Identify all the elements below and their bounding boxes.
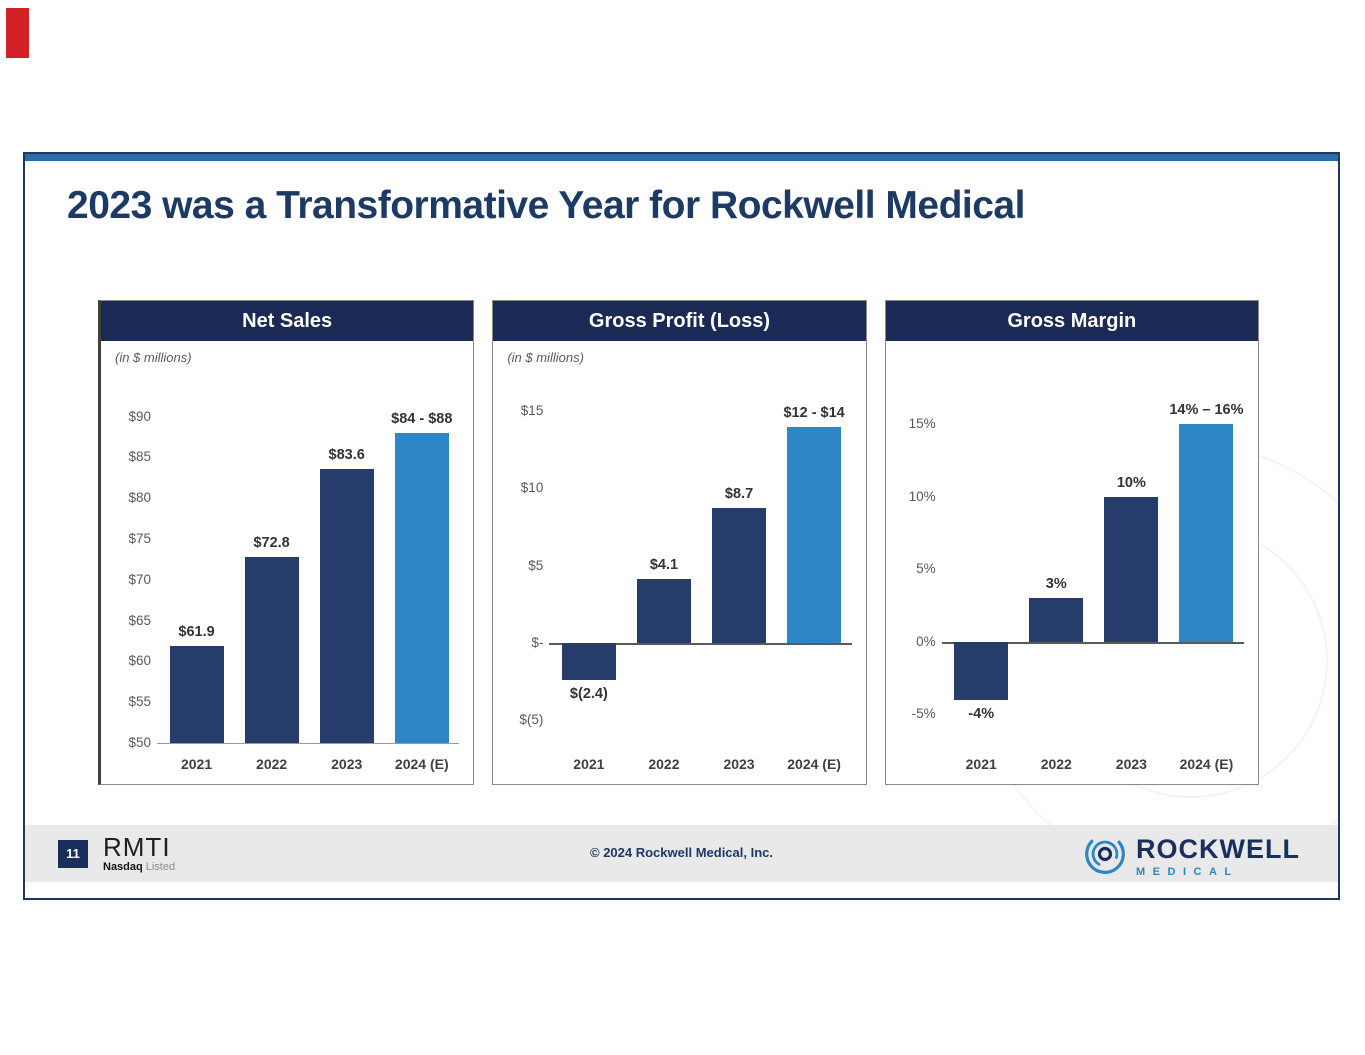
bar-value-label: 3%: [1045, 576, 1067, 593]
slide: 2023 was a Transformative Year for Rockw…: [23, 152, 1340, 900]
y-axis-tick-label: $15: [520, 403, 544, 419]
bar-value-label: $84 - $88: [391, 410, 453, 427]
x-axis-category-label: 2024 (E): [787, 756, 841, 772]
x-axis-category-label: 2023: [723, 756, 755, 772]
x-axis-category-label: 2022: [1040, 756, 1072, 772]
bar-value-label: -4%: [968, 705, 995, 722]
net-sales-plot: $50 $55 $60 $65 $70 $75 $80 $85 $90 $61.9 2021 $72.…: [128, 388, 460, 772]
copyright-text: © 2024 Rockwell Medical, Inc.: [590, 845, 773, 860]
page-number-badge: 11: [58, 839, 88, 868]
axis-line: [549, 642, 852, 645]
bar-2024 (E): [787, 426, 842, 643]
gross-margin-chart-subtitle: [886, 341, 1258, 372]
y-axis-tick-label: -5%: [911, 706, 936, 722]
bar-2023: [712, 508, 767, 643]
bar-value-label: 14% – 16%: [1169, 402, 1244, 419]
chart-panel-net-sales: Net Sales (in $ millions) $50 $55 $60 $65 $7…: [98, 300, 475, 785]
y-axis-tick-label: $5: [528, 557, 544, 573]
slide-footer: 11 RMTI Nasdaq Listed © 2024 Rockwell Med…: [25, 825, 1338, 882]
listed-label: Listed: [145, 861, 176, 873]
slide-top-accent-bar: [25, 154, 1338, 161]
y-axis-tick-label: $55: [128, 694, 151, 710]
y-axis-tick-label: $50: [128, 735, 151, 750]
bar-2023: [319, 468, 374, 743]
axis-line: [157, 743, 460, 744]
y-axis-tick-label: 0%: [916, 633, 936, 649]
nasdaq-listed-mark: RMTI Nasdaq Listed: [103, 834, 175, 873]
axis-line: [941, 641, 1244, 644]
net-sales-chart-title: Net Sales: [101, 301, 474, 341]
footer-left-group: 11 RMTI Nasdaq Listed: [58, 825, 175, 882]
bar-value-label: $(2.4): [569, 685, 608, 702]
bar-value-label: $8.7: [724, 486, 754, 503]
x-axis-category-label: 2023: [1115, 756, 1147, 772]
gross-margin-plot: -5% 0% 5% 10% 15% -4% 2021 3% 2022 10% 2023 14% – 1…: [909, 388, 1244, 772]
y-axis-tick-label: $60: [128, 653, 151, 669]
rockwell-medical-logo: ROCKWELL MEDICAL: [1083, 832, 1300, 881]
y-axis-tick-label: $(5): [519, 711, 544, 727]
bar-2021: [169, 645, 224, 743]
y-axis-tick-label: 15%: [908, 416, 936, 432]
red-marker: [6, 8, 29, 58]
x-axis-category-label: 2021: [965, 756, 997, 772]
bar-value-label: $83.6: [328, 446, 365, 463]
y-axis-tick-label: $65: [128, 612, 151, 628]
x-axis-category-label: 2023: [331, 756, 363, 772]
x-axis-category-label: 2022: [648, 756, 680, 772]
bar-2024 (E): [394, 432, 449, 743]
bar-value-label: $72.8: [253, 534, 290, 551]
bar-value-label: $61.9: [178, 623, 215, 640]
bar-value-label: $4.1: [649, 557, 679, 574]
x-axis-category-label: 2021: [573, 756, 605, 772]
bar-2022: [244, 556, 299, 743]
bar-2024 (E): [1179, 424, 1234, 642]
logo-wordmark: ROCKWELL: [1136, 833, 1300, 864]
charts-row: Net Sales (in $ millions) $50 $55 $60 $65 $7…: [98, 300, 1259, 785]
logo-subtext: MEDICAL: [1136, 865, 1239, 878]
bar-2023: [1104, 496, 1159, 642]
y-axis-tick-label: $90: [128, 408, 151, 424]
slide-title: 2023 was a Transformative Year for Rockw…: [67, 184, 1025, 227]
y-axis-tick-label: 10%: [908, 488, 936, 504]
x-axis-category-label: 2022: [256, 756, 288, 772]
gross-profit-chart-title: Gross Profit (Loss): [493, 301, 866, 341]
gross-profit-chart-subtitle: (in $ millions): [507, 350, 584, 365]
gross-profit-plot: $(5) $- $5 $10 $15 $(2.4) 2021 $4.1 2022 $8.7 2023…: [519, 388, 852, 772]
nasdaq-label: Nasdaq: [103, 861, 143, 873]
y-axis-tick-label: $70: [128, 571, 151, 587]
y-axis-tick-label: $10: [520, 480, 544, 496]
gross-margin-chart-title: Gross Margin: [885, 301, 1258, 341]
x-axis-category-label: 2024 (E): [1179, 756, 1234, 772]
bar-2022: [1029, 598, 1084, 642]
logo-text: ROCKWELL MEDICAL: [1136, 833, 1300, 878]
x-axis-category-label: 2021: [180, 756, 213, 772]
x-axis-category-label: 2024 (E): [394, 756, 449, 772]
y-axis-tick-label: $85: [128, 449, 151, 465]
bar-value-label: 10%: [1116, 474, 1146, 491]
bar-value-label: $12 - $14: [783, 404, 845, 421]
net-sales-chart-subtitle: (in $ millions): [115, 350, 192, 365]
bar-2022: [636, 579, 691, 643]
y-axis-tick-label: $-: [531, 634, 544, 650]
ticker-symbol: RMTI: [103, 832, 171, 862]
y-axis-tick-label: $80: [128, 490, 151, 506]
chart-panel-gross-profit: Gross Profit (Loss) (in $ millions) $(5)…: [492, 300, 867, 785]
bar-2021: [954, 641, 1009, 700]
chart-panel-gross-margin: Gross Margin -5% 0% 5% 10% 15% -4% 2021 3% 2022 1…: [884, 300, 1259, 785]
rockwell-logo-icon: [1083, 832, 1127, 881]
listing-label: Nasdaq Listed: [103, 861, 175, 873]
y-axis-tick-label: 5%: [916, 561, 936, 577]
bar-2021: [561, 642, 616, 680]
y-axis-tick-label: $75: [128, 530, 151, 546]
